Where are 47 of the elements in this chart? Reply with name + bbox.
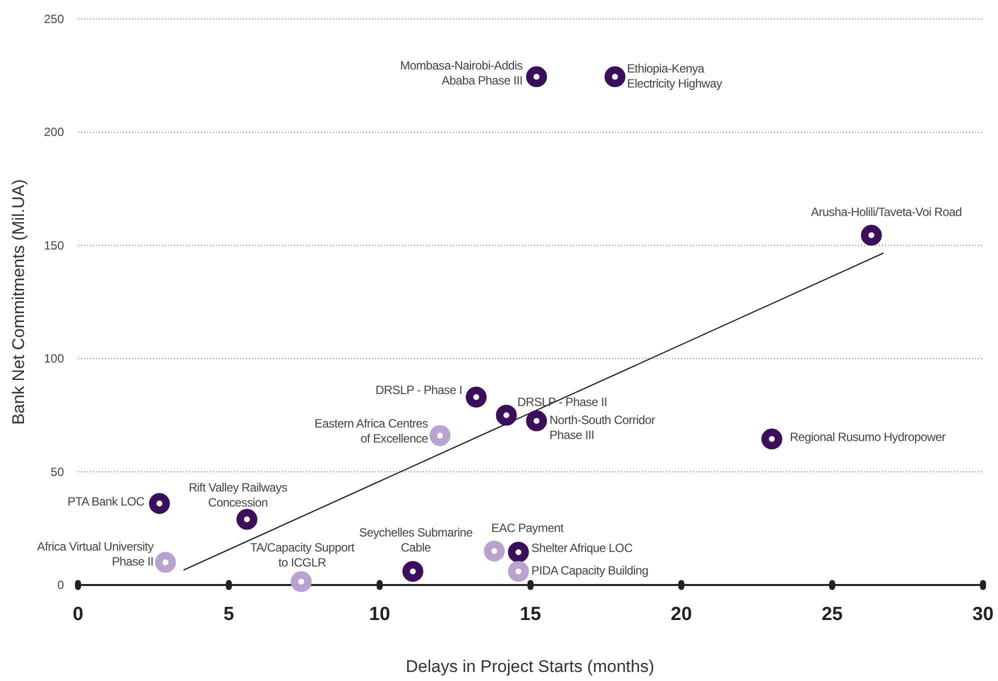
point: [496, 404, 517, 426]
annotation: EAC Payment: [491, 521, 564, 536]
point: [149, 493, 170, 514]
x-tick-label: 0: [72, 604, 84, 625]
x-tick-label: 30: [972, 604, 994, 625]
annotation: Regional Rusumo Hydropower: [790, 430, 946, 444]
annotation: PTA Bank LOC: [68, 494, 146, 508]
point: [508, 542, 529, 563]
y-tick-label: 0: [57, 578, 64, 592]
y-axis-title: Bank Net Commitments (Mil.UA): [9, 179, 28, 425]
x-tick-label: 10: [369, 604, 390, 625]
x-tick-label: 25: [822, 604, 844, 625]
y-tick-label: 100: [44, 352, 64, 366]
annotation: North-South Corridor Phase III: [550, 412, 656, 442]
y-tick-label: 250: [44, 12, 64, 26]
point: [155, 552, 176, 573]
point: [430, 425, 450, 446]
point: [526, 66, 547, 88]
annotation: Africa Virtual University Phase II: [37, 539, 154, 568]
y-tick-label: 50: [50, 464, 64, 479]
annotation: DRSLP - Phase I: [376, 383, 462, 398]
point: [860, 224, 882, 246]
y-tick-label: 200: [44, 125, 64, 140]
point: [466, 386, 487, 408]
point: [761, 428, 782, 450]
annotation: Ethiopia-Kenya Electricity Highway: [626, 62, 722, 91]
annotation: Shelter Afrique LOC: [531, 541, 634, 556]
annotation: TA/Capacity Support to ICGLR: [250, 540, 356, 570]
x-tick-label: 15: [520, 604, 542, 625]
annotation: Mombasa-Nairobi-Addis Ababa Phase III: [400, 58, 523, 88]
annotation: PIDA Capacity Building: [531, 563, 648, 578]
x-tick-label: 5: [224, 604, 235, 625]
y-tick-label: 150: [44, 238, 64, 252]
point: [526, 410, 547, 432]
annotation: Seychelles Submarine Cable: [359, 525, 474, 554]
annotation: Rift Valley Railways Concession: [188, 480, 288, 510]
annotation: Arusha-Holili/Taveta-Voi Road: [811, 205, 962, 220]
annotation: DRSLP - Phase II: [517, 395, 608, 410]
point: [604, 66, 626, 88]
x-tick-label: 20: [670, 604, 692, 625]
x-axis-title: Delays in Project Starts (months): [406, 657, 654, 676]
point: [236, 508, 258, 530]
point: [402, 560, 424, 582]
point: [508, 560, 529, 582]
point: [484, 540, 505, 562]
annotation: Eastern Africa Centres of Excellence: [314, 416, 429, 446]
point: [290, 571, 312, 592]
